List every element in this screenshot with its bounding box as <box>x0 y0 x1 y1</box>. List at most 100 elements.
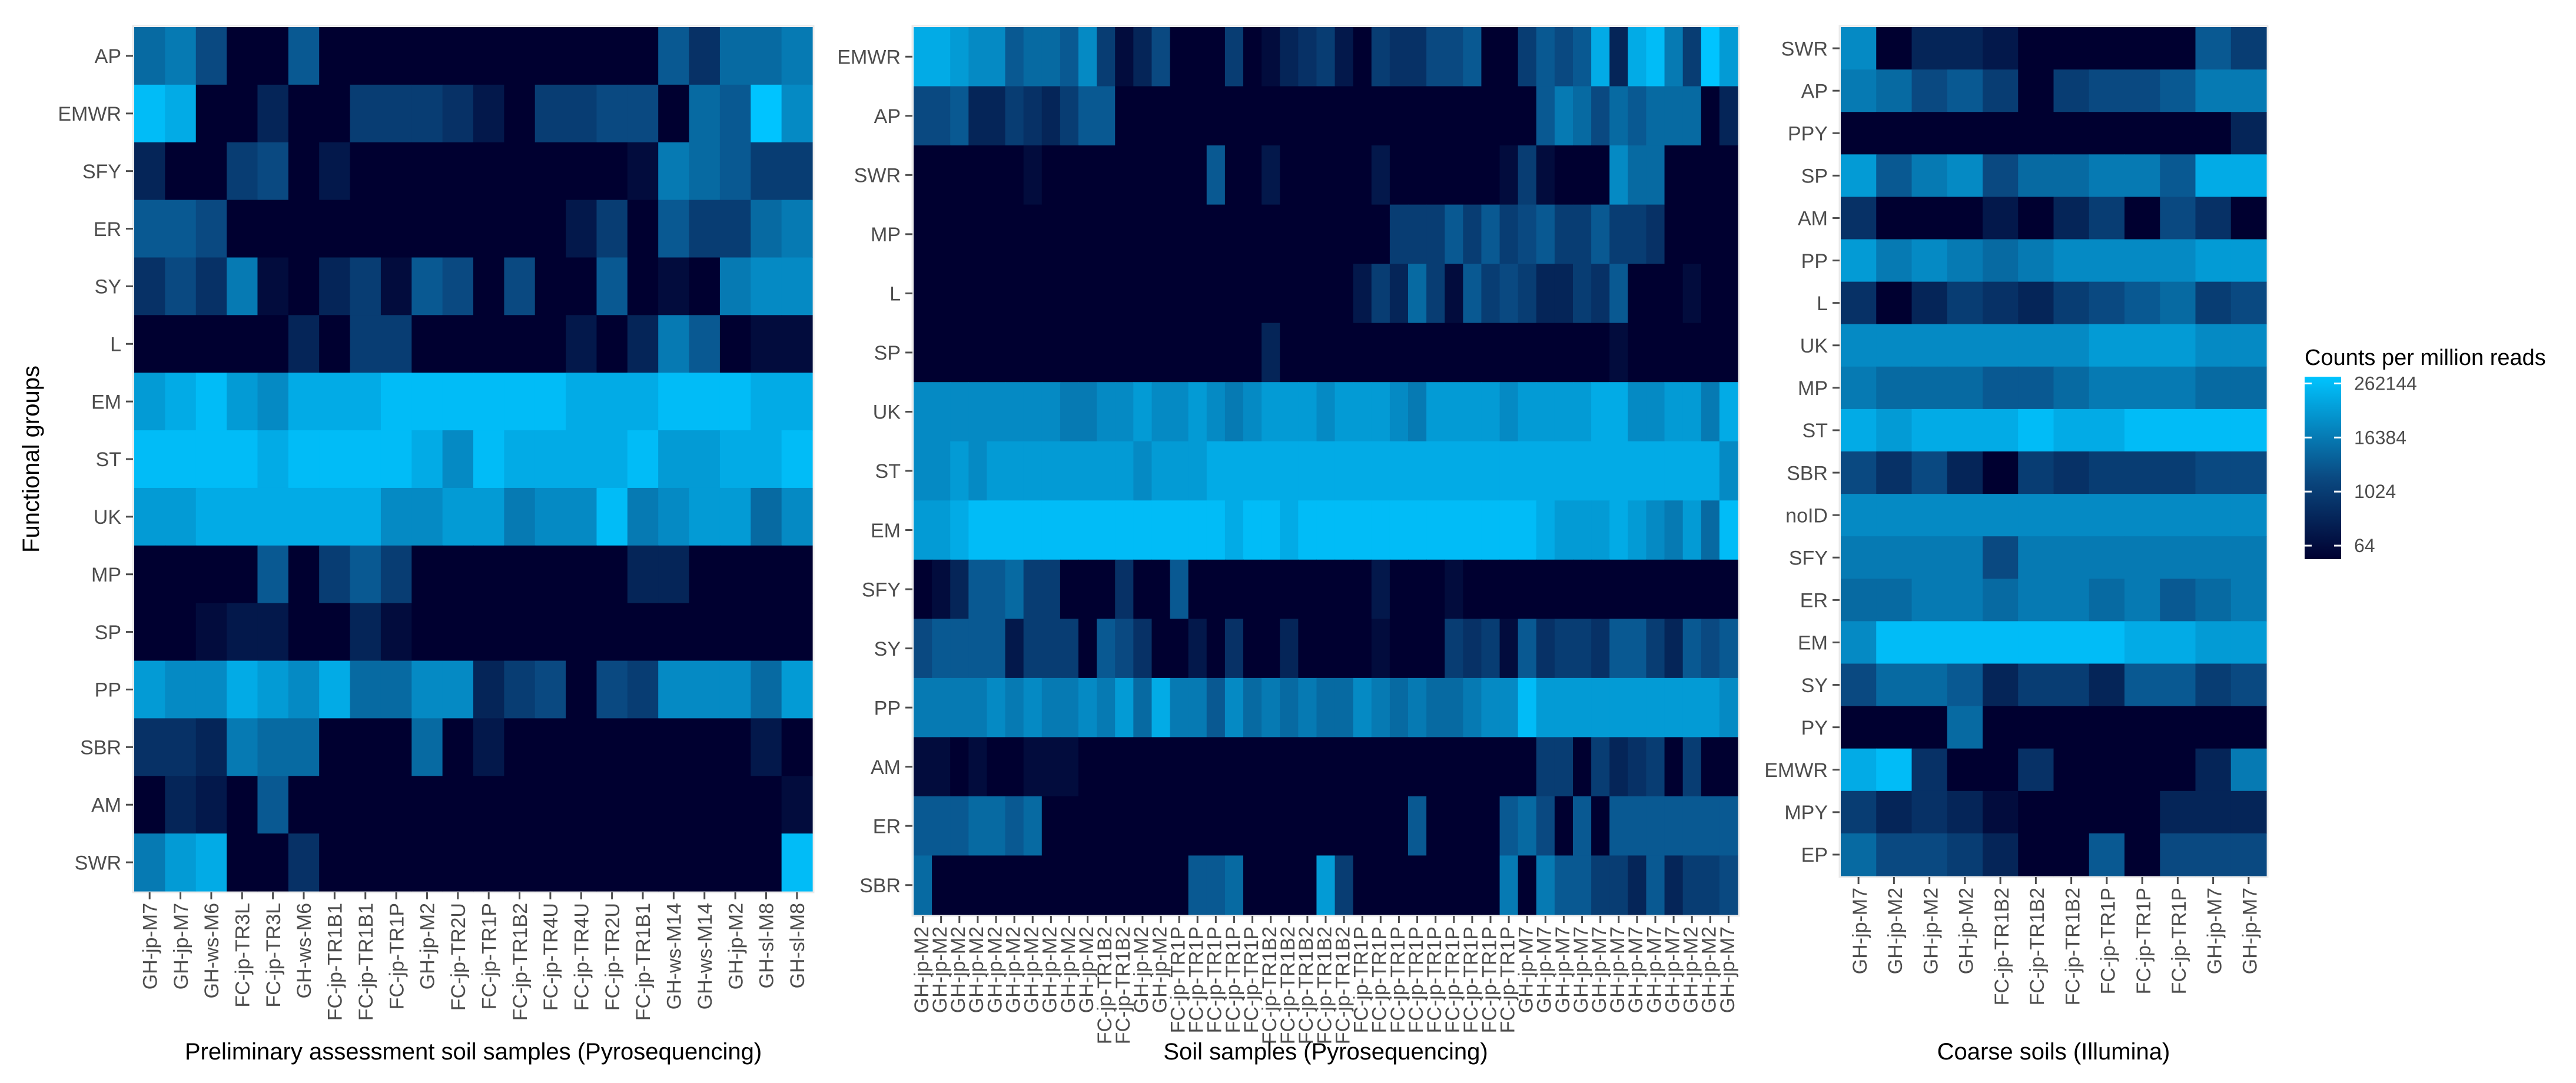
heatmap-cell <box>1316 855 1336 915</box>
heatmap-cell <box>1841 579 1877 622</box>
heatmap-cell <box>1133 500 1153 560</box>
heatmap-cell <box>987 441 1006 501</box>
y-tick-label: SBR <box>80 737 121 759</box>
heatmap-cell <box>2230 197 2267 240</box>
heatmap-cell <box>1078 27 1097 87</box>
heatmap-cell <box>1115 855 1134 915</box>
heatmap-cell <box>751 27 782 85</box>
heatmap-cell <box>987 264 1006 324</box>
heatmap-cell <box>1206 27 1226 87</box>
y-tick-label: SY <box>95 276 121 298</box>
heatmap-cell <box>596 142 628 201</box>
heatmap-cell <box>914 441 932 501</box>
heatmap-cell <box>987 677 1006 737</box>
heatmap-cell <box>1206 264 1226 324</box>
heatmap-cell <box>1518 855 1537 915</box>
y-tick-label: AP <box>1801 80 1828 102</box>
heatmap-cell <box>1023 855 1043 915</box>
heatmap-cell <box>1554 677 1574 737</box>
heatmap-cell <box>1841 833 1877 876</box>
heatmap-cell <box>1243 204 1262 264</box>
heatmap-cell <box>288 833 320 892</box>
heatmap-cell <box>1911 27 1948 70</box>
heatmap-cell <box>1841 494 1877 537</box>
heatmap-cell <box>1005 441 1024 501</box>
heatmap-cell <box>689 487 721 546</box>
heatmap-cell <box>1463 677 1482 737</box>
heatmap-cell <box>1371 27 1390 87</box>
y-tick-label: SWR <box>854 165 901 187</box>
y-tick-label: UK <box>1800 335 1828 357</box>
heatmap-cell <box>987 204 1006 264</box>
heatmap-cell <box>2160 408 2196 452</box>
heatmap-cell <box>1554 796 1574 856</box>
heatmap-cell <box>658 257 690 315</box>
heatmap-cell <box>195 200 227 258</box>
x-tick-label: FC-jp-TR1B2 <box>1094 926 1116 1044</box>
heatmap-cell <box>1947 451 1983 494</box>
heatmap-cell <box>2195 197 2232 240</box>
heatmap-cell <box>2089 663 2125 707</box>
heatmap-cell <box>1408 441 1427 501</box>
heatmap-cell <box>1316 441 1336 501</box>
x-tick-label: FC-jp-TR1P <box>2133 888 2155 994</box>
y-tick-label: PP <box>874 697 901 719</box>
heatmap-cell <box>473 603 504 662</box>
heatmap-cell <box>2160 579 2196 622</box>
heatmap-cell <box>1646 382 1665 442</box>
y-tick-label: MP <box>871 224 901 246</box>
heatmap-cell <box>1719 145 1738 205</box>
heatmap-cell <box>1097 145 1116 205</box>
heatmap-cell <box>1371 86 1390 146</box>
heatmap-cell <box>1262 27 1280 87</box>
heatmap-cell <box>596 545 628 604</box>
heatmap-cell <box>1876 239 1913 283</box>
heatmap-cell <box>1353 27 1372 87</box>
heatmap-cell <box>1518 559 1537 619</box>
heatmap-cell <box>566 200 597 258</box>
heatmap-cell <box>1335 619 1354 679</box>
heatmap-cell <box>596 373 628 431</box>
heatmap-cell <box>719 373 751 431</box>
heatmap-cell <box>1664 796 1684 856</box>
heatmap-cell <box>2018 748 2054 792</box>
heatmap-cell <box>968 737 988 797</box>
heatmap-cell <box>1554 204 1574 264</box>
heatmap-cell <box>319 833 351 892</box>
heatmap-cell <box>1499 796 1519 856</box>
y-tick-label: SFY <box>82 161 121 183</box>
heatmap-cell <box>950 382 969 442</box>
heatmap-cell <box>411 142 443 201</box>
heatmap-cell <box>1947 112 1983 155</box>
heatmap-cell <box>1060 264 1079 324</box>
heatmap-cell <box>257 487 289 546</box>
heatmap-cell <box>1023 145 1043 205</box>
heatmap-cell <box>257 373 289 431</box>
heatmap-cell <box>719 27 751 85</box>
x-tick-label: GH-jp-M2 <box>947 926 970 1013</box>
heatmap-cell <box>350 142 381 201</box>
heatmap-cell <box>1841 239 1877 283</box>
heatmap-cell <box>288 718 320 776</box>
heatmap-cell <box>968 677 988 737</box>
heatmap-cell <box>2230 833 2267 876</box>
heatmap-cell <box>1280 677 1299 737</box>
heatmap-cell <box>1646 855 1665 915</box>
heatmap-cell <box>1389 737 1409 797</box>
heatmap-cell <box>1335 500 1354 560</box>
heatmap-cell <box>1646 27 1665 87</box>
heatmap-cell <box>987 619 1006 679</box>
heatmap-cell <box>596 603 628 662</box>
heatmap-cell <box>1023 500 1043 560</box>
heatmap-cell <box>968 855 988 915</box>
heatmap-cell <box>987 796 1006 856</box>
heatmap-cell <box>1371 204 1390 264</box>
panel-soil-samples: EMWR AP SWR MP L SP UK ST EM SFY SY PP AM ER SBR GH-jp-… <box>837 25 1740 1065</box>
heatmap-cell <box>1353 145 1372 205</box>
heatmap-cell <box>1408 855 1427 915</box>
heatmap-cell <box>1170 737 1189 797</box>
heatmap-cell <box>719 545 751 604</box>
heatmap-cell <box>719 430 751 489</box>
heatmap-cell <box>1408 27 1427 87</box>
heatmap-cell <box>195 660 227 719</box>
